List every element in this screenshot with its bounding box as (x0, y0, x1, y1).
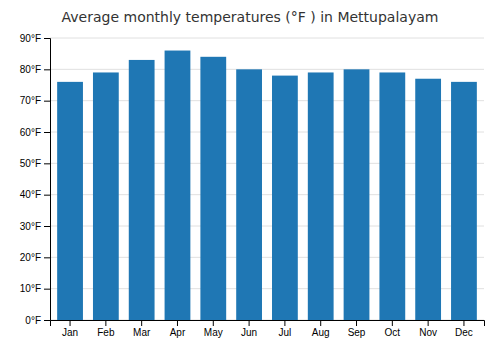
bar (272, 76, 298, 320)
x-tick: Nov (419, 320, 437, 338)
y-tick: 20°F (20, 252, 50, 263)
x-tick: Sep (348, 320, 366, 338)
x-tick-label: Feb (97, 327, 115, 338)
y-tick: 90°F (20, 33, 50, 44)
x-tick-label: Dec (455, 327, 473, 338)
x-tick-mark (392, 320, 393, 326)
y-tick-mark (44, 195, 50, 196)
y-axis: 0°F 10°F 20°F 30°F 40°F 50°F 60°F 70°F 80°F 90°F (20, 33, 51, 326)
x-tick-label: Nov (419, 327, 437, 338)
bar (165, 51, 191, 320)
y-tick-label: 60°F (20, 127, 41, 138)
y-tick-label: 70°F (20, 95, 41, 106)
y-tick-mark (44, 257, 50, 258)
y-tick-label: 30°F (20, 221, 41, 232)
bar (129, 60, 155, 320)
y-tick-label: 20°F (20, 252, 41, 263)
y-tick-mark (44, 69, 50, 70)
x-tick-label: Jun (241, 327, 257, 338)
x-tick: Dec (455, 320, 473, 338)
chart-container: Average monthly temperatures (°F ) in Me… (0, 0, 500, 350)
bar (200, 57, 226, 320)
y-tick: 30°F (20, 221, 50, 232)
x-tick: Jan (62, 320, 78, 338)
y-tick-mark (44, 38, 50, 39)
y-tick-mark (44, 101, 50, 102)
y-tick: 0°F (25, 315, 50, 326)
bar (379, 72, 405, 320)
y-tick-label: 40°F (20, 189, 41, 200)
x-tick-label: Apr (170, 327, 186, 338)
x-tick: Oct (385, 320, 401, 338)
y-tick-label: 90°F (20, 33, 41, 44)
x-tick-mark (463, 320, 464, 326)
y-tick: 50°F (20, 158, 50, 169)
bar (236, 69, 262, 320)
x-tick-mark (141, 320, 142, 326)
y-tick-mark (44, 226, 50, 227)
bar (308, 72, 334, 320)
chart-title: Average monthly temperatures (°F ) in Me… (62, 9, 439, 25)
x-tick-mark (213, 320, 214, 326)
y-tick: 10°F (20, 283, 50, 294)
x-tick: Jun (241, 320, 257, 338)
chart-svg: Average monthly temperatures (°F ) in Me… (0, 0, 500, 350)
x-tick: Apr (170, 320, 186, 338)
x-tick: Mar (133, 320, 151, 338)
x-tick-mark (177, 320, 178, 326)
x-axis-line (51, 321, 485, 327)
grid-line (50, 69, 484, 70)
x-tick-label: Jan (62, 327, 78, 338)
y-tick: 70°F (20, 95, 50, 106)
x-tick-mark (105, 320, 106, 326)
x-tick-mark (356, 320, 357, 326)
y-tick-label: 10°F (20, 283, 41, 294)
x-tick: Aug (312, 320, 330, 338)
y-tick-mark (44, 132, 50, 133)
y-tick-label: 80°F (20, 64, 41, 75)
y-tick-label: 0°F (25, 315, 41, 326)
y-tick-mark (44, 163, 50, 164)
x-tick-mark (284, 320, 285, 326)
x-tick-label: Oct (385, 327, 401, 338)
y-tick-mark (44, 289, 50, 290)
y-tick-mark (44, 320, 50, 321)
grid-line (50, 38, 484, 39)
y-tick: 60°F (20, 127, 50, 138)
x-tick: Jul (279, 320, 292, 338)
x-tick-label: Aug (312, 327, 330, 338)
bar (57, 82, 83, 320)
bar (344, 69, 370, 320)
x-tick-mark (70, 320, 71, 326)
grid (50, 38, 484, 320)
x-tick-label: Jul (279, 327, 292, 338)
plot-area (57, 51, 477, 320)
x-tick-label: Sep (348, 327, 366, 338)
x-tick: Feb (97, 320, 115, 338)
x-tick-mark (428, 320, 429, 326)
y-tick-label: 50°F (20, 158, 41, 169)
y-tick: 40°F (20, 189, 50, 200)
x-tick-label: Mar (133, 327, 151, 338)
bar (93, 72, 119, 320)
y-axis-line (44, 39, 51, 321)
x-tick-mark (320, 320, 321, 326)
x-tick: May (204, 320, 223, 338)
y-tick: 80°F (20, 64, 50, 75)
bar (415, 79, 441, 320)
x-tick-mark (249, 320, 250, 326)
bar (451, 82, 477, 320)
x-axis: Jan Feb Mar Apr May Jun Jul Aug Sep Oct Nov Dec (51, 320, 485, 338)
x-tick-label: May (204, 327, 223, 338)
